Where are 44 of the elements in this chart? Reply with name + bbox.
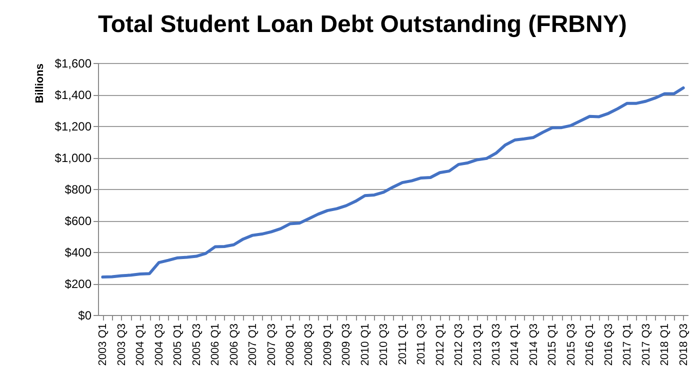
x-tick-label: 2005 Q1	[172, 324, 184, 366]
x-tick-label: 2012 Q1	[434, 324, 446, 366]
y-tick-label: $1,400	[54, 88, 92, 102]
x-tick-label: 2013 Q1	[472, 324, 484, 366]
x-tick-label: 2011 Q3	[416, 324, 428, 365]
x-tick-label: 2010 Q3	[378, 324, 390, 366]
x-tick-label: 2006 Q1	[210, 324, 222, 366]
y-tick-label: $0	[78, 308, 92, 322]
x-tick-label: 2014 Q1	[509, 324, 522, 366]
x-tick-label: 2009 Q1	[322, 324, 334, 366]
x-tick-label: 2008 Q3	[303, 324, 316, 366]
x-tick-label: 2005 Q3	[190, 324, 203, 366]
y-axis-title: Billions	[34, 64, 46, 104]
x-tick-label: 2004 Q3	[153, 324, 166, 366]
x-tick-label: 2016 Q3	[602, 324, 615, 366]
x-tick-label: 2009 Q3	[340, 324, 353, 366]
x-tick-label: 2018 Q3	[678, 324, 690, 366]
x-tick-label: 2015 Q1	[546, 324, 559, 366]
line-series	[101, 86, 685, 279]
x-tick-label: 2013 Q3	[490, 324, 503, 366]
y-tick-label: $200	[64, 277, 92, 291]
x-tick-label: 2016 Q1	[584, 324, 596, 366]
chart-title: Total Student Loan Debt Outstanding (FRBNY)	[98, 11, 627, 38]
x-tick-label: 2003 Q1	[97, 324, 110, 366]
x-tick-label: 2004 Q1	[134, 324, 147, 366]
x-tick-label: 2017 Q3	[640, 324, 652, 366]
y-tick-label: $1,000	[54, 151, 92, 165]
x-tick-label: 2014 Q3	[528, 324, 540, 366]
x-tick-label: 2007 Q3	[266, 324, 278, 366]
x-tick-label: 2017 Q1	[622, 324, 634, 366]
x-tick-label: 2007 Q1	[247, 324, 260, 366]
y-tick-label: $400	[64, 246, 92, 260]
y-tick-label: $600	[64, 214, 92, 228]
y-tick-label: $800	[64, 182, 92, 196]
x-tick-label: 2015 Q3	[565, 324, 578, 366]
y-tick-label: $1,200	[54, 120, 92, 134]
x-tick-label: 2008 Q1	[284, 324, 296, 366]
x-tick-label: 2003 Q3	[116, 324, 128, 366]
x-tick-label: 2012 Q3	[453, 324, 466, 366]
y-tick-label: $1,600	[54, 56, 92, 70]
x-tick-label: 2011 Q1	[396, 324, 409, 365]
x-tick-label: 2006 Q3	[228, 324, 240, 366]
x-tick-label: 2018 Q1	[659, 324, 672, 366]
x-tick-label: 2010 Q1	[359, 324, 372, 366]
